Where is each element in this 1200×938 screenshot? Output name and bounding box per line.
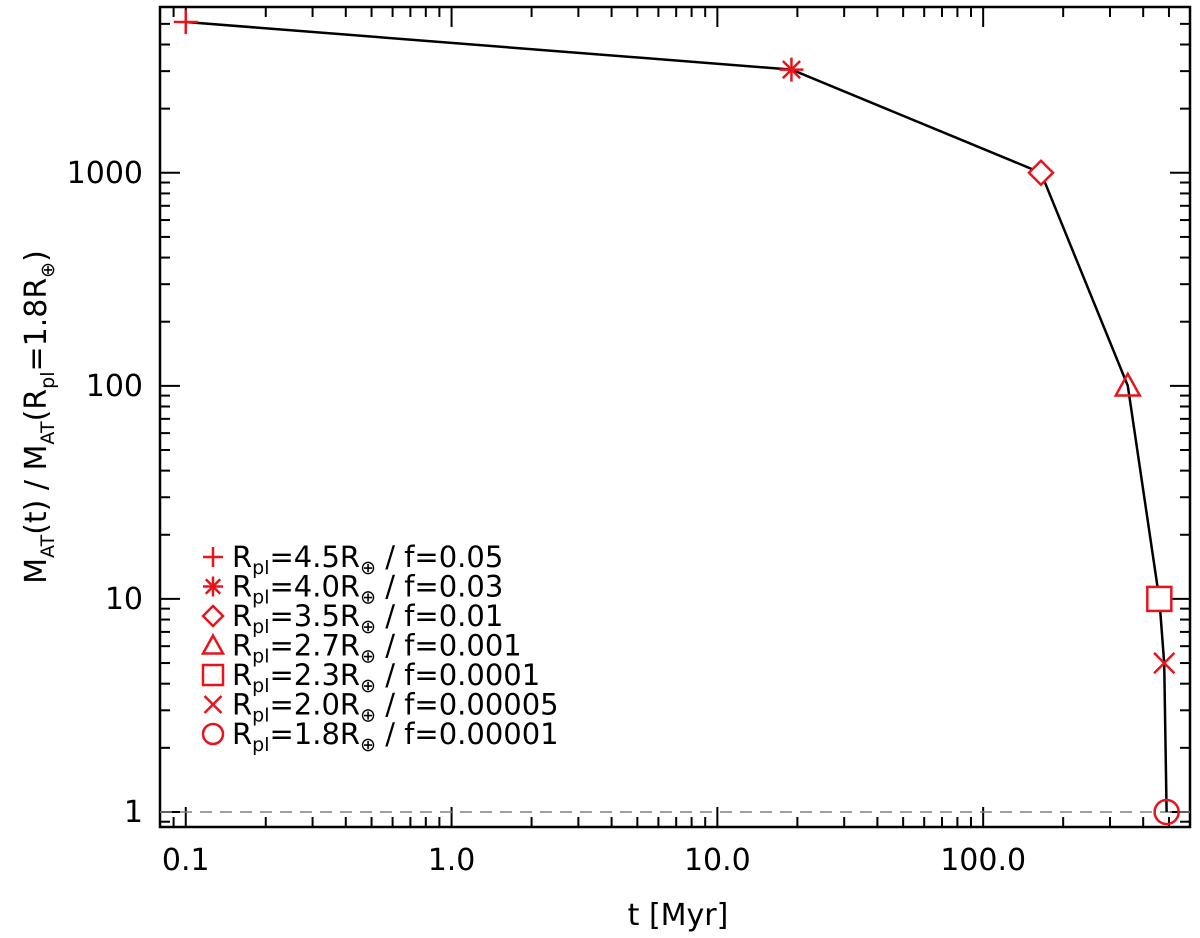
y-tick-label: 1 bbox=[124, 795, 143, 830]
legend-marker-asterisk bbox=[203, 576, 223, 597]
x-tick-label: 1.0 bbox=[428, 843, 476, 878]
legend-entry: Rpl=3.5R⊕ / f=0.01 bbox=[232, 599, 503, 638]
legend-entry: Rpl=2.0R⊕ / f=0.00005 bbox=[232, 688, 559, 727]
marker-circle bbox=[1153, 798, 1180, 826]
legend-entry: Rpl=4.0R⊕ / f=0.03 bbox=[232, 570, 503, 609]
legend-entry: Rpl=2.3R⊕ / f=0.0001 bbox=[232, 658, 540, 697]
legend-marker-square bbox=[201, 663, 225, 687]
x-tick-label: 0.1 bbox=[162, 843, 210, 878]
marker-square bbox=[1146, 585, 1173, 613]
legend-entry: Rpl=2.7R⊕ / f=0.001 bbox=[232, 629, 522, 668]
y-axis-title: MAT(t) / MAT(Rpl=1.8R⊕) bbox=[19, 250, 59, 584]
legend-entry: Rpl=1.8R⊕ / f=0.00001 bbox=[232, 717, 559, 756]
marker-triangle bbox=[1113, 371, 1142, 397]
legend-entry: Rpl=4.5R⊕ / f=0.05 bbox=[232, 540, 503, 579]
plot-frame bbox=[158, 5, 1192, 829]
x-tick-label: 100.0 bbox=[940, 843, 1026, 878]
ticks: 0.1 1.0 10.0 100.0 1 10 100 1000 bbox=[67, 6, 1191, 878]
x-tick-label: 10.0 bbox=[684, 843, 751, 878]
legend-marker-triangle bbox=[200, 632, 226, 655]
marker-plus bbox=[173, 10, 198, 35]
marker-cross bbox=[1153, 651, 1176, 675]
marker-diamond bbox=[1027, 159, 1055, 187]
y-tick-label: 1000 bbox=[67, 156, 143, 191]
y-tick-label: 100 bbox=[86, 369, 143, 404]
legend-marker-plus bbox=[203, 547, 223, 567]
x-axis-title: t [Myr] bbox=[628, 898, 729, 933]
legend-marker-diamond bbox=[201, 604, 225, 628]
marker-asterisk bbox=[779, 57, 804, 82]
legend-marker-circle bbox=[201, 722, 225, 746]
y-tick-label: 10 bbox=[105, 582, 143, 617]
legend-marker-cross bbox=[203, 695, 223, 714]
markers-group bbox=[173, 10, 1180, 826]
